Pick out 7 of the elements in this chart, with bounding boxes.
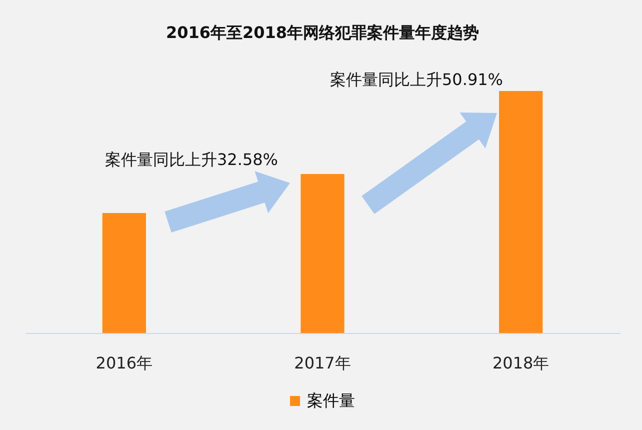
legend-label: 案件量 [307, 391, 355, 410]
x-tick-label: 2018年 [492, 354, 550, 372]
chart-title: 2016年至2018年网络犯罪案件量年度趋势 [166, 23, 480, 42]
text: 案件量同比上升50.91% [330, 70, 504, 91]
x-tick-label: 2017年 [294, 354, 351, 372]
x-tick-label: 2016年 [96, 354, 153, 372]
annotation: 案件量同比上升32.58% [105, 150, 278, 171]
